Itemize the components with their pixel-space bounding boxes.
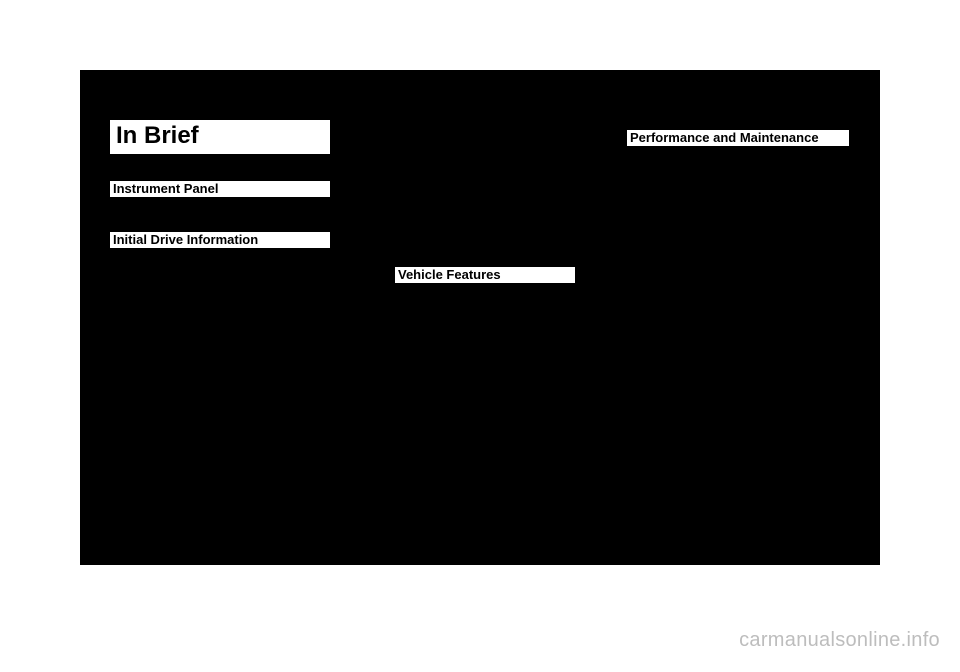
- section-instrument-panel: Instrument Panel: [110, 181, 330, 197]
- manual-page: In Brief Instrument Panel Initial Drive …: [0, 0, 960, 672]
- page-title: In Brief: [110, 120, 330, 154]
- section-performance-and-maintenance: Performance and Maintenance: [627, 130, 849, 146]
- section-vehicle-features: Vehicle Features: [395, 267, 575, 283]
- section-initial-drive-information: Initial Drive Information: [110, 232, 330, 248]
- watermark-text: carmanualsonline.info: [739, 629, 940, 652]
